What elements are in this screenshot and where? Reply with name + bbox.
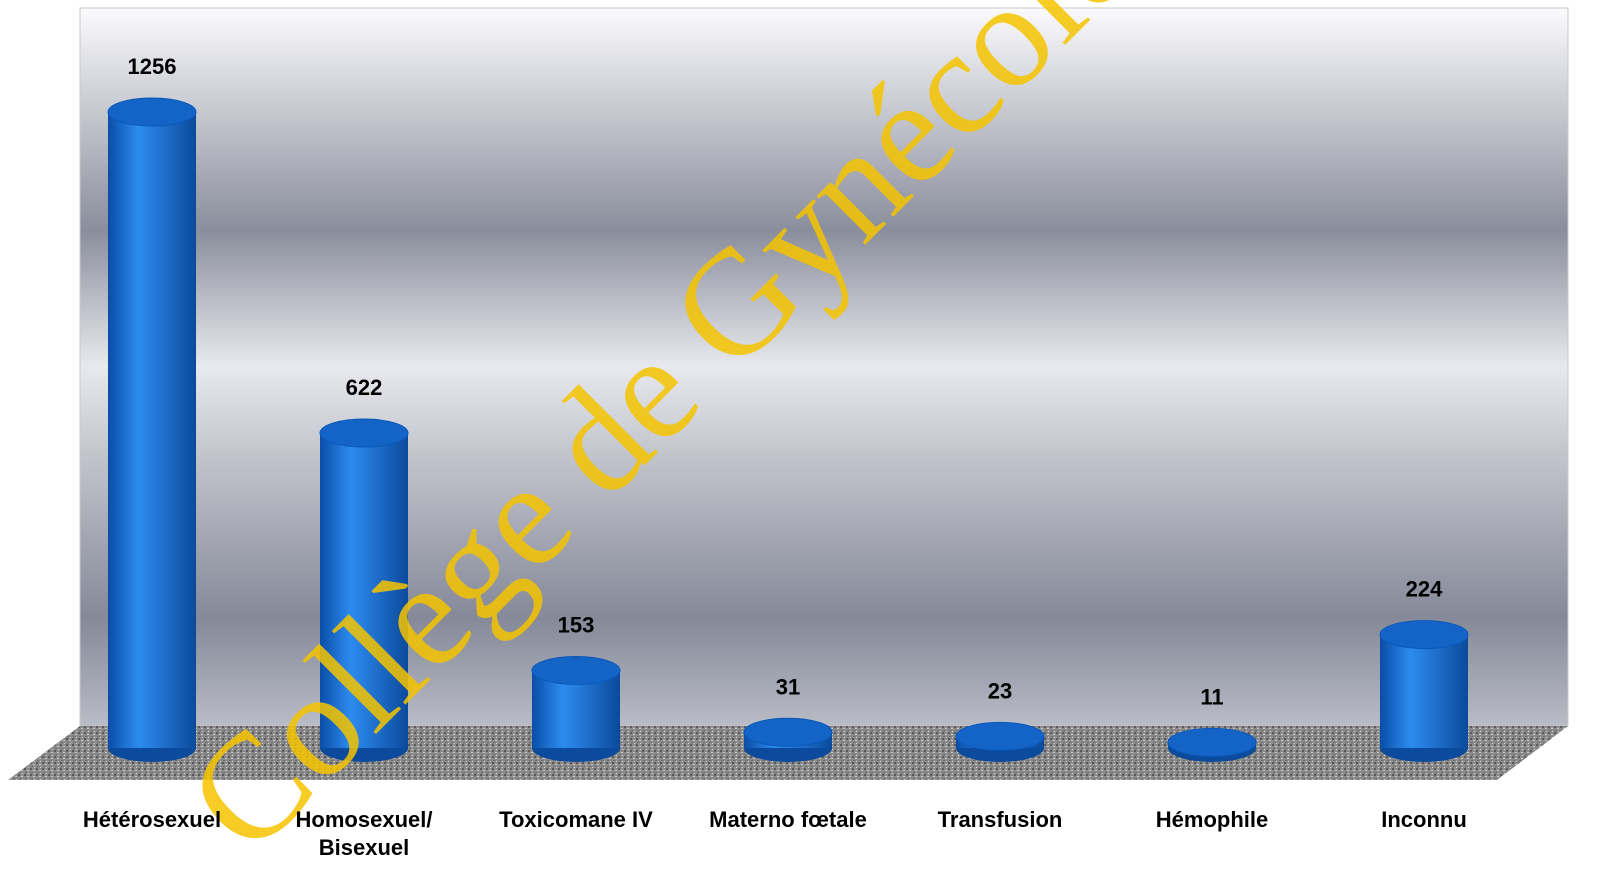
value-label: 31 xyxy=(776,674,800,699)
category-label: Hémophile xyxy=(1155,807,1269,832)
bar xyxy=(531,656,621,762)
value-label: 1256 xyxy=(128,54,177,79)
bar-top xyxy=(1167,727,1257,757)
category-label: Homosexuel/ Bisexuel xyxy=(295,807,433,860)
bar-top xyxy=(319,418,409,448)
value-label: 622 xyxy=(346,375,383,400)
bar-top xyxy=(743,717,833,747)
bar-top xyxy=(955,721,1045,751)
value-label: 153 xyxy=(558,613,595,638)
category-label: Hétérosexuel xyxy=(82,807,222,832)
bar-body xyxy=(1380,634,1468,748)
bar-top xyxy=(107,97,197,127)
bar-body xyxy=(108,112,196,748)
bar-top xyxy=(531,656,621,686)
bar xyxy=(955,721,1045,762)
value-label: 224 xyxy=(1406,577,1443,602)
bar xyxy=(743,717,833,762)
bar xyxy=(107,97,197,762)
bar-top xyxy=(1379,620,1469,650)
bar-body xyxy=(320,433,408,748)
bar xyxy=(1379,620,1469,762)
category-label: Inconnu xyxy=(1381,807,1467,832)
value-label: 11 xyxy=(1200,684,1223,709)
value-label: 23 xyxy=(988,678,1012,703)
category-label: Transfusion xyxy=(937,807,1063,832)
bar xyxy=(319,418,409,762)
bar xyxy=(1167,727,1257,762)
category-label: Materno fœtale xyxy=(709,807,867,832)
category-label: Toxicomane IV xyxy=(499,807,653,832)
